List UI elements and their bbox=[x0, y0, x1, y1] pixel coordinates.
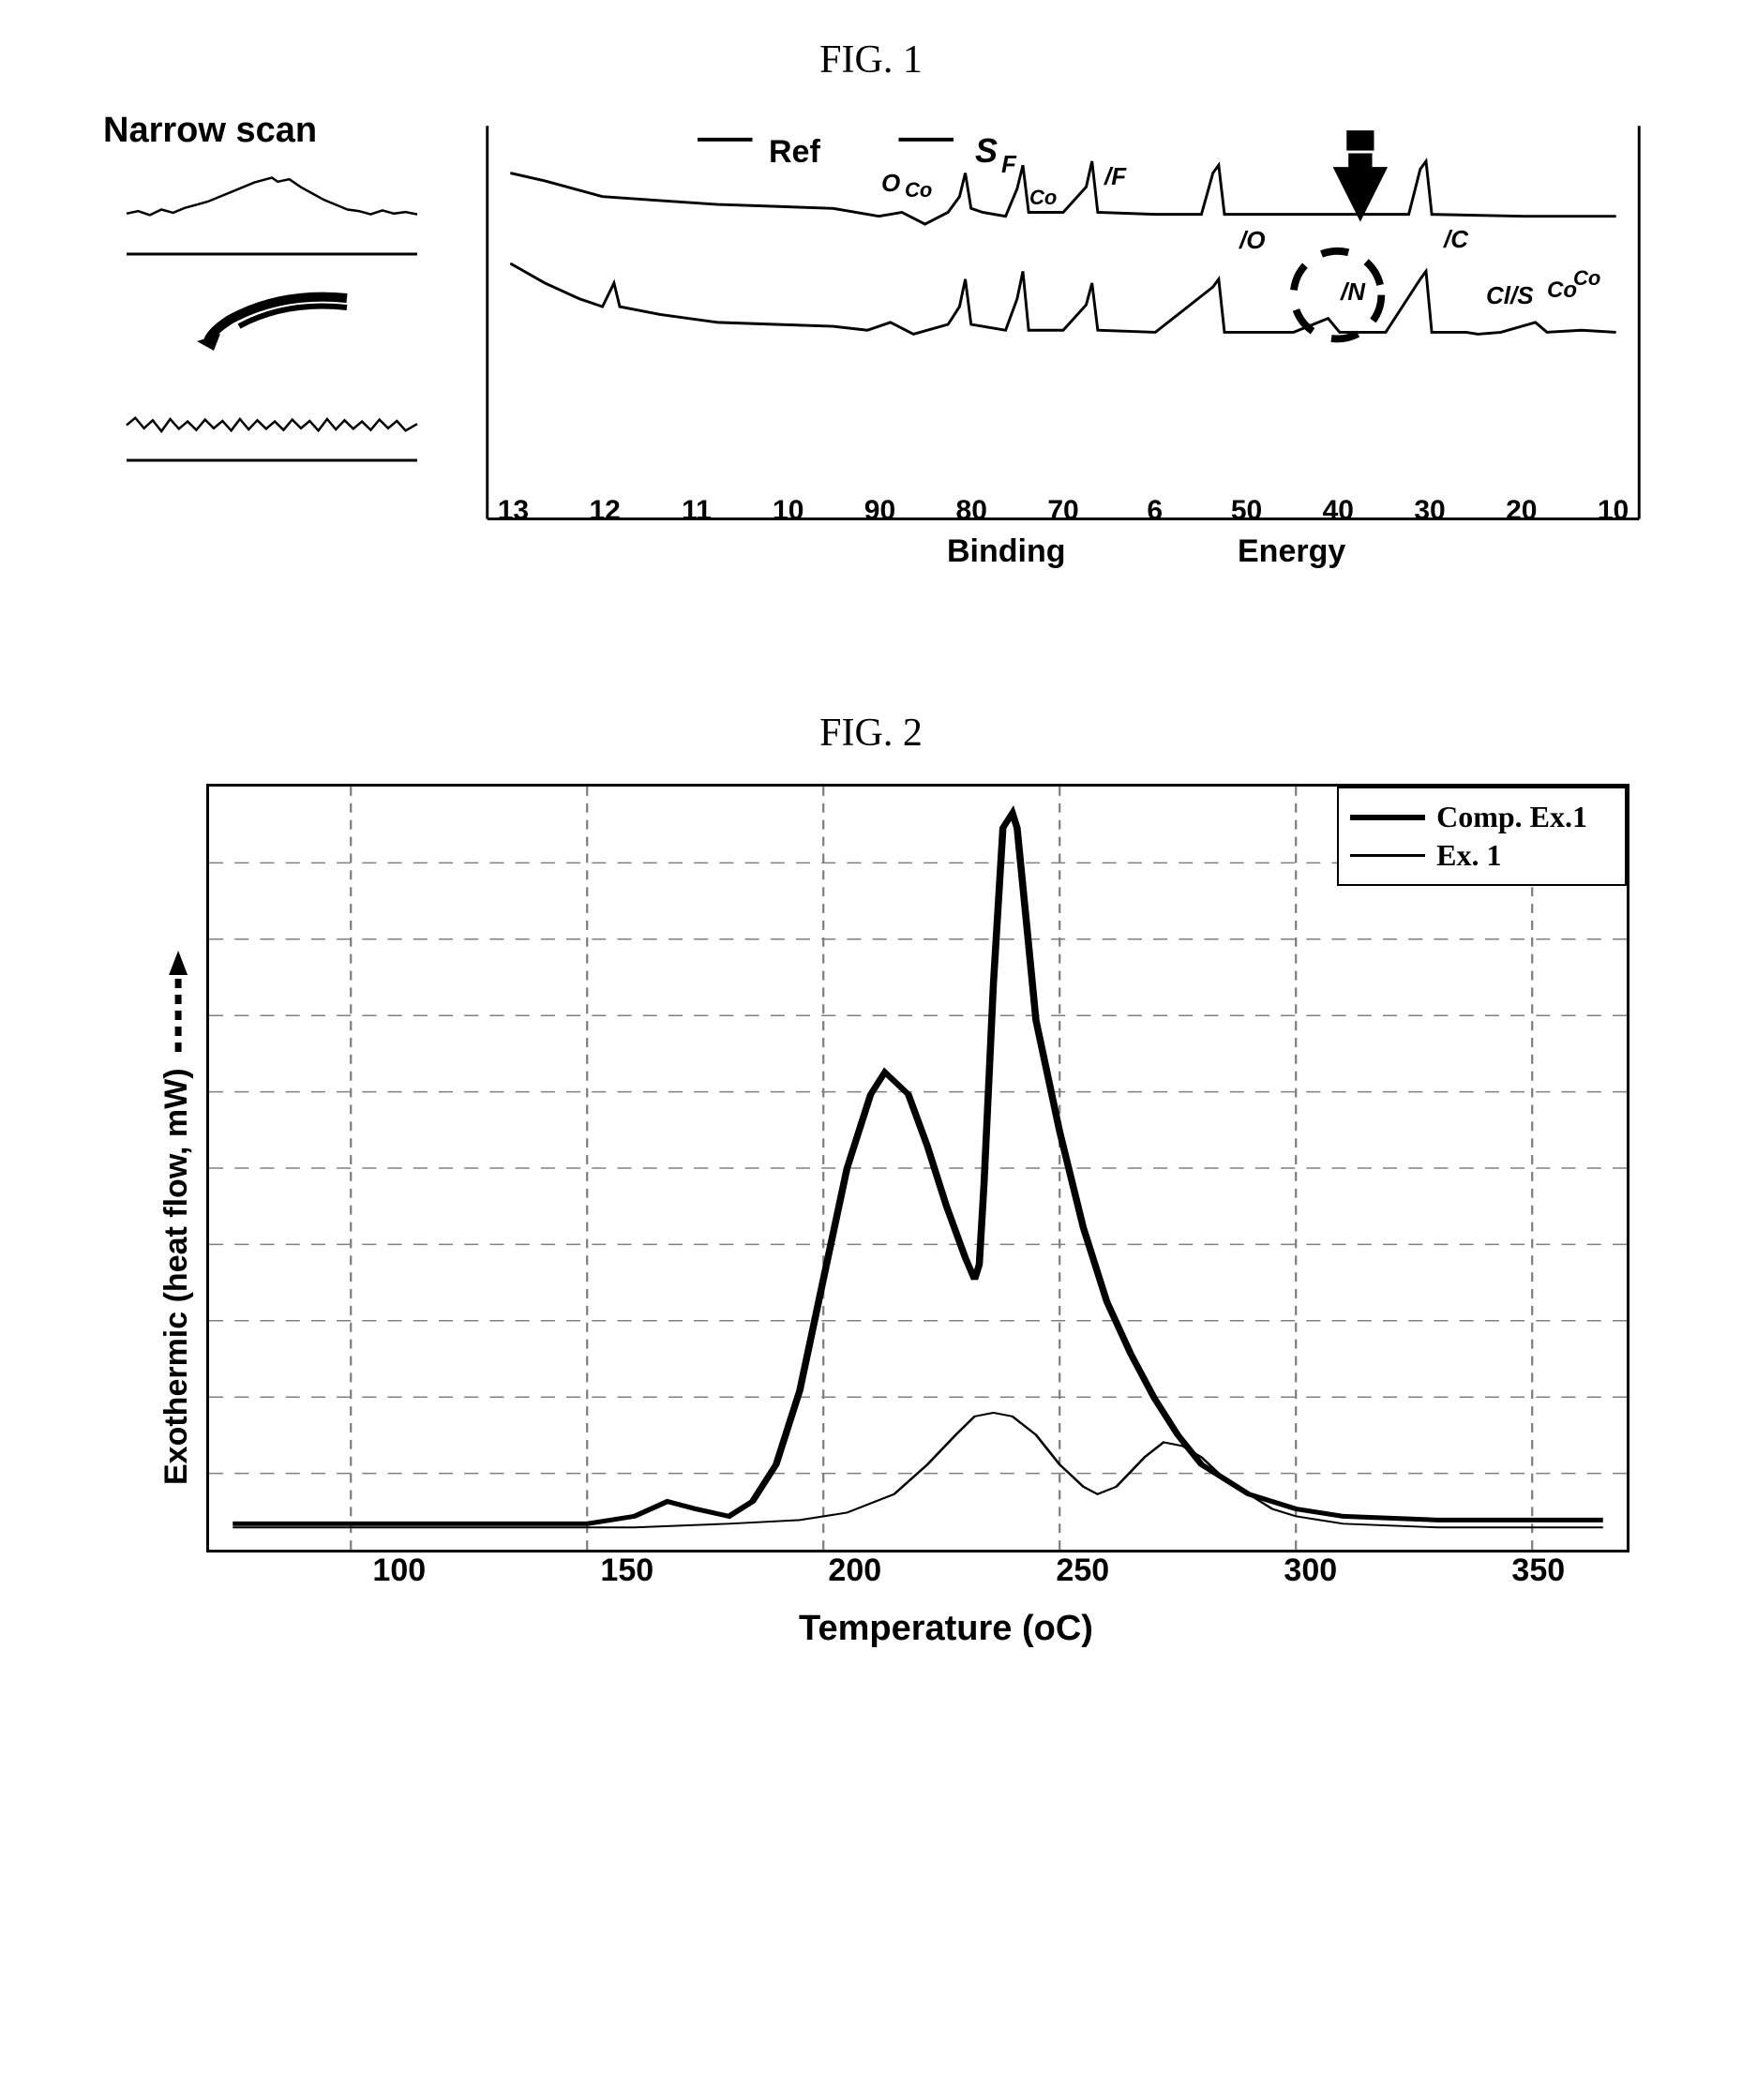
peak-co1: Co bbox=[905, 178, 932, 202]
fig2-xtick-200: 200 bbox=[828, 1552, 881, 1589]
narrow-scan-top-spectrum bbox=[122, 160, 422, 273]
legend-s: S bbox=[975, 131, 998, 171]
xps-tick-12: 12 bbox=[590, 495, 621, 527]
xps-tick-90: 90 bbox=[864, 495, 895, 527]
narrow-top-svg bbox=[122, 160, 422, 273]
fig2-xtick-100: 100 bbox=[372, 1552, 426, 1589]
fig2-xtick-150: 150 bbox=[600, 1552, 653, 1589]
narrow-scan-label: Narrow scan bbox=[103, 111, 317, 151]
peak-f2: /F bbox=[1104, 162, 1126, 191]
peak-co2: Co bbox=[1029, 186, 1057, 210]
fig2-title: FIG. 2 bbox=[56, 711, 1686, 756]
peak-o1: O bbox=[881, 169, 900, 198]
xps-tick-10: 10 bbox=[773, 495, 803, 527]
fig2-xtick-250: 250 bbox=[1056, 1552, 1109, 1589]
fig2-xlabel: Temperature (oC) bbox=[263, 1609, 1629, 1649]
peak-cls: Cl/S bbox=[1486, 281, 1534, 310]
fig2-ylabel: Exothermic (heat flow, mW) bbox=[158, 948, 195, 1484]
fig1-title: FIG. 1 bbox=[56, 38, 1686, 82]
link-arrow-icon bbox=[188, 287, 356, 352]
highlight-circle-icon bbox=[1294, 251, 1382, 339]
xps-tick-20: 20 bbox=[1506, 495, 1537, 527]
fig2-xtick-300: 300 bbox=[1284, 1552, 1337, 1589]
xps-xticks: 13 12 11 10 90 80 70 6 50 40 30 20 10 bbox=[478, 495, 1648, 532]
fig2-container: Exothermic (heat flow, mW) Comp. Ex.1 bbox=[56, 784, 1686, 1649]
peak-n: /N bbox=[1341, 278, 1365, 307]
fig2-curves bbox=[209, 787, 1627, 1550]
fig1-main-spectrum: Ref S O Co F Co /F /O /N /C Cl/S Co Co 1… bbox=[478, 111, 1648, 598]
legend-swatch-ex1 bbox=[1350, 854, 1425, 857]
xps-xlabel-energy: Energy bbox=[1238, 533, 1345, 570]
xps-tick-80: 80 bbox=[956, 495, 987, 527]
xps-tick-50: 50 bbox=[1231, 495, 1262, 527]
legend-row-ex1: Ex. 1 bbox=[1350, 838, 1587, 873]
fig2-ylabel-col: Exothermic (heat flow, mW) bbox=[150, 784, 206, 1649]
narrow-bot-svg bbox=[122, 367, 422, 479]
xps-tick-6: 6 bbox=[1147, 495, 1163, 527]
fig2-legend: Comp. Ex.1 Ex. 1 bbox=[1337, 787, 1627, 886]
fig1-container: Narrow scan bbox=[56, 111, 1686, 598]
xps-xlabel-binding: Binding bbox=[947, 533, 1066, 570]
highlight-arrow-icon bbox=[1333, 130, 1389, 222]
xps-tick-70: 70 bbox=[1047, 495, 1078, 527]
peak-co4: Co bbox=[1573, 266, 1600, 291]
peak-o2: /O bbox=[1239, 226, 1265, 255]
xps-tick-10: 10 bbox=[1598, 495, 1629, 527]
fig2-plot-area: Comp. Ex.1 Ex. 1 100 150 200 250 300 350 Temp… bbox=[206, 784, 1629, 1649]
legend-ref: Ref bbox=[769, 134, 820, 171]
fig2-plot: Comp. Ex.1 Ex. 1 bbox=[206, 784, 1629, 1552]
legend-label-comp: Comp. Ex.1 bbox=[1436, 800, 1587, 834]
peak-c: /C bbox=[1444, 225, 1468, 254]
fig1-narrow-scan-panel: Narrow scan bbox=[94, 111, 450, 598]
legend-swatch-comp bbox=[1350, 815, 1425, 820]
peak-f1: F bbox=[1001, 150, 1016, 179]
xps-tick-40: 40 bbox=[1323, 495, 1354, 527]
xps-tick-30: 30 bbox=[1414, 495, 1445, 527]
fig2-xticks: 100 150 200 250 300 350 bbox=[263, 1552, 1629, 1599]
xps-tick-11: 11 bbox=[682, 495, 712, 527]
narrow-scan-bottom-spectrum bbox=[122, 367, 422, 479]
fig2-xtick-350: 350 bbox=[1511, 1552, 1565, 1589]
legend-row-comp: Comp. Ex.1 bbox=[1350, 800, 1587, 834]
xps-tick-13: 13 bbox=[498, 495, 529, 527]
ylabel-arrow-icon bbox=[166, 948, 190, 1051]
fig2-ylabel-text: Exothermic (heat flow, mW) bbox=[158, 1068, 194, 1485]
legend-label-ex1: Ex. 1 bbox=[1436, 838, 1501, 873]
